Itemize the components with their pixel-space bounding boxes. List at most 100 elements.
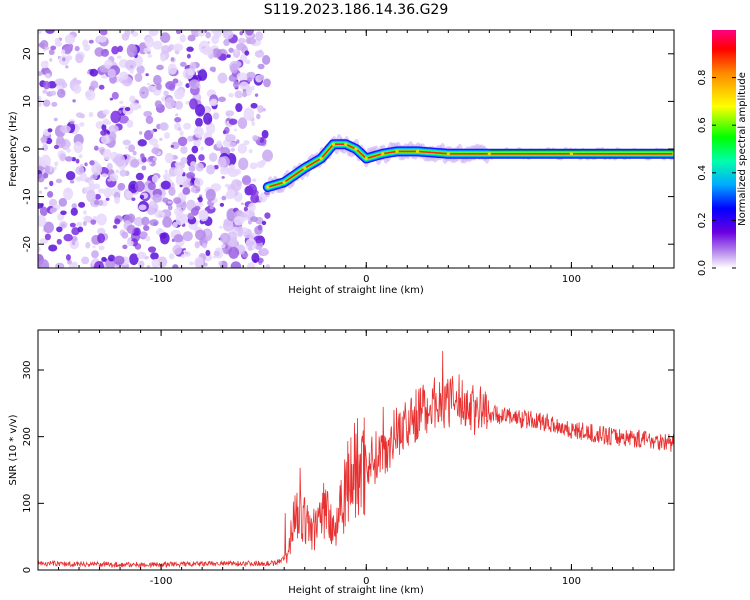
noise-blob <box>45 30 55 34</box>
noise-blob <box>212 112 220 120</box>
snr-ytick-label: 100 <box>22 494 33 513</box>
noise-blob <box>251 252 260 264</box>
noise-blob <box>185 83 190 88</box>
noise-blob <box>182 180 191 190</box>
noise-blob <box>71 261 78 268</box>
noise-blob <box>186 172 196 179</box>
noise-blob <box>125 190 133 199</box>
noise-blob <box>241 252 249 258</box>
noise-blob <box>189 61 197 71</box>
noise-blob <box>130 158 140 168</box>
noise-blob <box>119 169 128 177</box>
noise-blob <box>179 61 187 67</box>
noise-blob <box>245 238 257 251</box>
noise-blob <box>184 251 189 255</box>
noise-blob <box>38 190 43 194</box>
noise-blob <box>173 234 184 243</box>
noise-blob <box>220 244 226 249</box>
noise-blob <box>54 161 59 167</box>
noise-blob <box>122 139 131 146</box>
noise-blob <box>252 135 259 141</box>
noise-blob <box>44 186 48 190</box>
noise-blob <box>254 93 259 97</box>
noise-blob <box>162 197 169 203</box>
noise-blob <box>156 83 162 91</box>
noise-blob <box>168 253 175 260</box>
noise-blob <box>230 63 238 74</box>
noise-blob <box>225 134 236 143</box>
noise-blob <box>71 227 80 236</box>
snr-ytick-label: 200 <box>22 427 33 446</box>
noise-blob <box>188 165 196 172</box>
noise-blob <box>98 199 104 206</box>
noise-blob <box>249 162 258 170</box>
noise-blob <box>75 221 83 227</box>
noise-blob <box>72 84 82 94</box>
noise-blob <box>228 47 234 53</box>
noise-blob <box>149 200 155 206</box>
noise-blob <box>65 171 76 181</box>
noise-blob <box>248 202 256 212</box>
spectrogram-noise <box>38 30 273 268</box>
spectrogram-xtick-label: 0 <box>363 274 369 285</box>
noise-blob <box>257 63 265 70</box>
noise-blob <box>160 180 171 190</box>
noise-blob <box>257 105 264 113</box>
snr-xtick-label: -100 <box>150 576 173 587</box>
noise-blob <box>223 220 234 232</box>
noise-blob <box>217 72 228 84</box>
noise-blob <box>89 160 95 166</box>
noise-blob <box>97 233 106 244</box>
noise-blob <box>226 54 231 58</box>
snr-frame <box>37 329 675 571</box>
snr-ytick-label: 0 <box>22 567 33 573</box>
noise-blob <box>84 162 88 167</box>
noise-blob <box>168 186 176 197</box>
noise-blob <box>101 124 107 131</box>
noise-blob <box>150 30 159 36</box>
noise-blob <box>141 91 145 95</box>
noise-blob <box>43 172 49 179</box>
noise-blob <box>125 59 136 71</box>
noise-blob <box>63 233 73 242</box>
noise-blob <box>210 183 222 192</box>
noise-blob <box>70 180 75 184</box>
noise-blob <box>38 215 47 227</box>
noise-blob <box>55 178 63 184</box>
noise-blob <box>79 113 86 119</box>
noise-blob <box>65 188 70 193</box>
colorbar-ticks: 0.0 0.2 0.4 0.6 0.8 <box>697 70 736 276</box>
noise-blob <box>193 126 204 138</box>
noise-blob <box>205 122 216 135</box>
noise-blob <box>82 221 87 226</box>
track-point <box>319 156 323 161</box>
noise-blob <box>237 117 248 129</box>
noise-blob <box>213 30 222 39</box>
noise-blob <box>129 95 136 103</box>
noise-blob <box>199 209 209 222</box>
track-point <box>415 149 420 153</box>
noise-blob <box>261 129 269 139</box>
noise-blob <box>93 145 99 151</box>
noise-blob <box>70 207 78 216</box>
noise-blob <box>59 153 66 162</box>
noise-blob <box>144 36 155 48</box>
noise-blob <box>136 251 147 260</box>
noise-blob <box>182 187 191 195</box>
noise-blob <box>135 172 144 181</box>
noise-blob <box>106 162 113 171</box>
track-point <box>487 152 491 156</box>
noise-blob <box>49 207 57 213</box>
noise-blob <box>98 84 105 90</box>
noise-blob <box>226 188 236 198</box>
noise-blob <box>83 44 91 52</box>
noise-blob <box>97 227 106 235</box>
noise-blob <box>133 216 145 227</box>
noise-blob <box>49 180 54 187</box>
track-point <box>282 180 286 184</box>
noise-blob <box>146 82 151 86</box>
noise-blob <box>153 74 162 86</box>
noise-blob <box>128 144 136 153</box>
track-point <box>344 142 348 146</box>
noise-blob <box>172 264 179 268</box>
